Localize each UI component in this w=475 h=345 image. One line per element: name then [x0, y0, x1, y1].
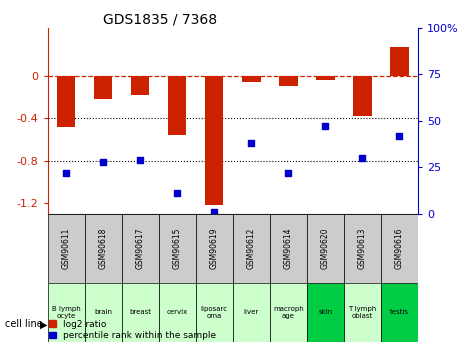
- Bar: [48, 283, 85, 342]
- Point: [359, 155, 366, 161]
- Bar: [233, 214, 270, 283]
- Text: GSM90612: GSM90612: [247, 228, 256, 269]
- Text: GSM90619: GSM90619: [210, 228, 218, 269]
- Bar: [159, 214, 196, 283]
- Legend: log2 ratio, percentile rank within the sample: log2 ratio, percentile rank within the s…: [45, 316, 219, 344]
- Text: testis: testis: [390, 309, 409, 315]
- Bar: [381, 283, 418, 342]
- Bar: [390, 47, 408, 76]
- Point: [396, 133, 403, 138]
- Bar: [48, 214, 85, 283]
- Point: [99, 159, 107, 165]
- Bar: [242, 76, 260, 82]
- Point: [173, 191, 181, 196]
- Point: [136, 157, 144, 162]
- Point: [247, 140, 255, 146]
- Point: [322, 124, 329, 129]
- Bar: [270, 283, 307, 342]
- Bar: [94, 76, 113, 99]
- Bar: [196, 283, 233, 342]
- Text: ▶: ▶: [40, 319, 48, 329]
- Bar: [353, 76, 371, 116]
- Bar: [196, 214, 233, 283]
- Text: skin: skin: [318, 309, 332, 315]
- Text: macroph
age: macroph age: [273, 306, 304, 319]
- Bar: [279, 76, 297, 86]
- Text: T lymph
oblast: T lymph oblast: [348, 306, 377, 319]
- Bar: [344, 214, 381, 283]
- Bar: [168, 76, 187, 135]
- Bar: [205, 76, 224, 205]
- Bar: [122, 214, 159, 283]
- Text: GSM90617: GSM90617: [136, 228, 144, 269]
- Bar: [122, 283, 159, 342]
- Text: liver: liver: [244, 309, 259, 315]
- Text: GSM90613: GSM90613: [358, 228, 367, 269]
- Bar: [344, 283, 381, 342]
- Text: GSM90620: GSM90620: [321, 228, 330, 269]
- Text: GSM90615: GSM90615: [173, 228, 181, 269]
- Bar: [316, 76, 334, 80]
- Text: liposarc
oma: liposarc oma: [200, 306, 228, 319]
- Bar: [131, 76, 149, 95]
- Bar: [307, 214, 344, 283]
- Bar: [381, 214, 418, 283]
- Point: [210, 209, 218, 215]
- Bar: [57, 76, 75, 127]
- Point: [62, 170, 70, 176]
- Point: [285, 170, 292, 176]
- Bar: [270, 214, 307, 283]
- Text: GSM90611: GSM90611: [62, 228, 70, 269]
- Text: GSM90618: GSM90618: [99, 228, 107, 269]
- Bar: [233, 283, 270, 342]
- Text: GSM90616: GSM90616: [395, 228, 404, 269]
- Text: GDS1835 / 7368: GDS1835 / 7368: [103, 12, 217, 27]
- Bar: [85, 283, 122, 342]
- Text: cervix: cervix: [167, 309, 188, 315]
- Bar: [307, 283, 344, 342]
- Text: breast: breast: [129, 309, 151, 315]
- Bar: [159, 283, 196, 342]
- Text: GSM90614: GSM90614: [284, 228, 293, 269]
- Bar: [85, 214, 122, 283]
- Text: cell line: cell line: [5, 319, 42, 329]
- Text: B lymph
ocyte: B lymph ocyte: [52, 306, 80, 319]
- Text: brain: brain: [94, 309, 112, 315]
